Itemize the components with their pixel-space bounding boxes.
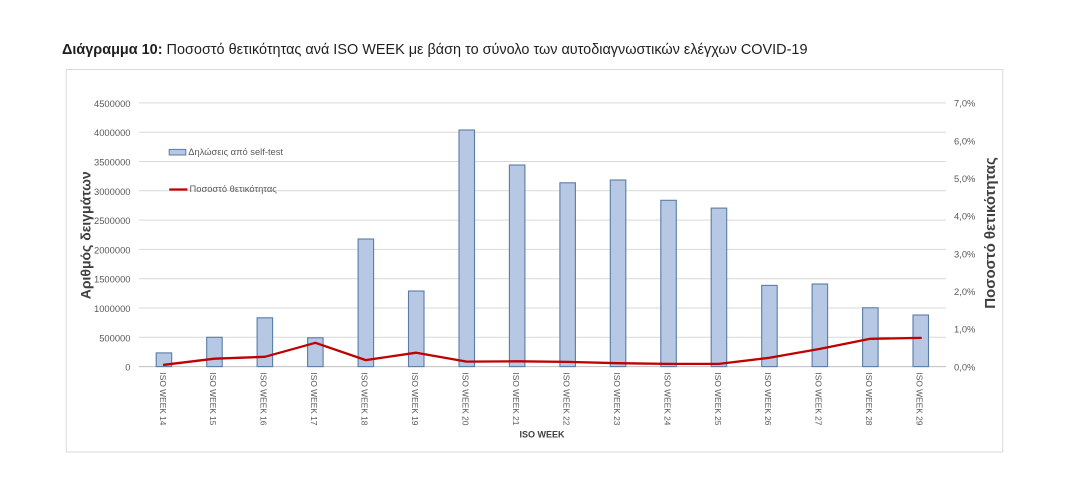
svg-text:3,0%: 3,0%: [954, 248, 975, 259]
svg-text:Ποσοστό θετικότητας: Ποσοστό θετικότητας: [982, 157, 999, 309]
svg-text:2,0%: 2,0%: [954, 286, 975, 297]
svg-text:4,0%: 4,0%: [954, 211, 975, 222]
svg-text:5,0%: 5,0%: [954, 173, 975, 184]
svg-text:Διάγραμμα 10: Ποσοστό θετικότη: Διάγραμμα 10: Ποσοστό θετικότητας ανά IS…: [62, 42, 807, 58]
svg-text:ISO WEEK 24: ISO WEEK 24: [662, 372, 672, 425]
svg-text:ISO WEEK 18: ISO WEEK 18: [360, 372, 370, 425]
svg-text:Ποσοστό θετικότητας: Ποσοστό θετικότητας: [190, 184, 278, 194]
svg-text:ISO WEEK 19: ISO WEEK 19: [410, 372, 420, 425]
svg-text:ISO WEEK 20: ISO WEEK 20: [461, 372, 471, 425]
svg-text:ISO WEEK 14: ISO WEEK 14: [158, 372, 168, 425]
svg-text:ISO WEEK 15: ISO WEEK 15: [208, 372, 218, 425]
svg-text:0: 0: [125, 362, 130, 373]
svg-text:Αριθμός δειγμάτων: Αριθμός δειγμάτων: [78, 171, 94, 299]
svg-text:3500000: 3500000: [94, 157, 131, 168]
svg-text:500000: 500000: [99, 332, 130, 343]
svg-text:ISO WEEK 17: ISO WEEK 17: [309, 372, 319, 425]
svg-text:ISO WEEK 26: ISO WEEK 26: [763, 372, 773, 425]
svg-text:1500000: 1500000: [94, 274, 131, 285]
svg-text:3000000: 3000000: [94, 186, 131, 197]
svg-text:2000000: 2000000: [94, 244, 131, 255]
svg-text:0,0%: 0,0%: [954, 361, 975, 372]
svg-text:Δηλώσεις από self-test: Δηλώσεις από self-test: [188, 147, 283, 157]
svg-text:7,0%: 7,0%: [954, 98, 975, 109]
svg-text:ISO WEEK 21: ISO WEEK 21: [511, 372, 521, 425]
svg-text:4000000: 4000000: [94, 127, 131, 138]
svg-text:2500000: 2500000: [94, 215, 131, 226]
svg-text:ISO WEEK 22: ISO WEEK 22: [561, 372, 571, 425]
svg-text:1,0%: 1,0%: [954, 324, 975, 335]
svg-text:ISO WEEK 16: ISO WEEK 16: [259, 372, 269, 425]
svg-text:ISO WEEK: ISO WEEK: [519, 429, 565, 439]
svg-text:6,0%: 6,0%: [954, 135, 975, 146]
svg-text:1000000: 1000000: [94, 303, 131, 314]
svg-text:ISO WEEK 25: ISO WEEK 25: [713, 372, 723, 425]
svg-text:ISO WEEK 29: ISO WEEK 29: [915, 372, 925, 425]
svg-text:4500000: 4500000: [94, 98, 131, 109]
svg-text:ISO WEEK 23: ISO WEEK 23: [612, 372, 622, 425]
svg-text:ISO WEEK 28: ISO WEEK 28: [864, 372, 874, 425]
svg-text:ISO WEEK 27: ISO WEEK 27: [814, 372, 824, 425]
